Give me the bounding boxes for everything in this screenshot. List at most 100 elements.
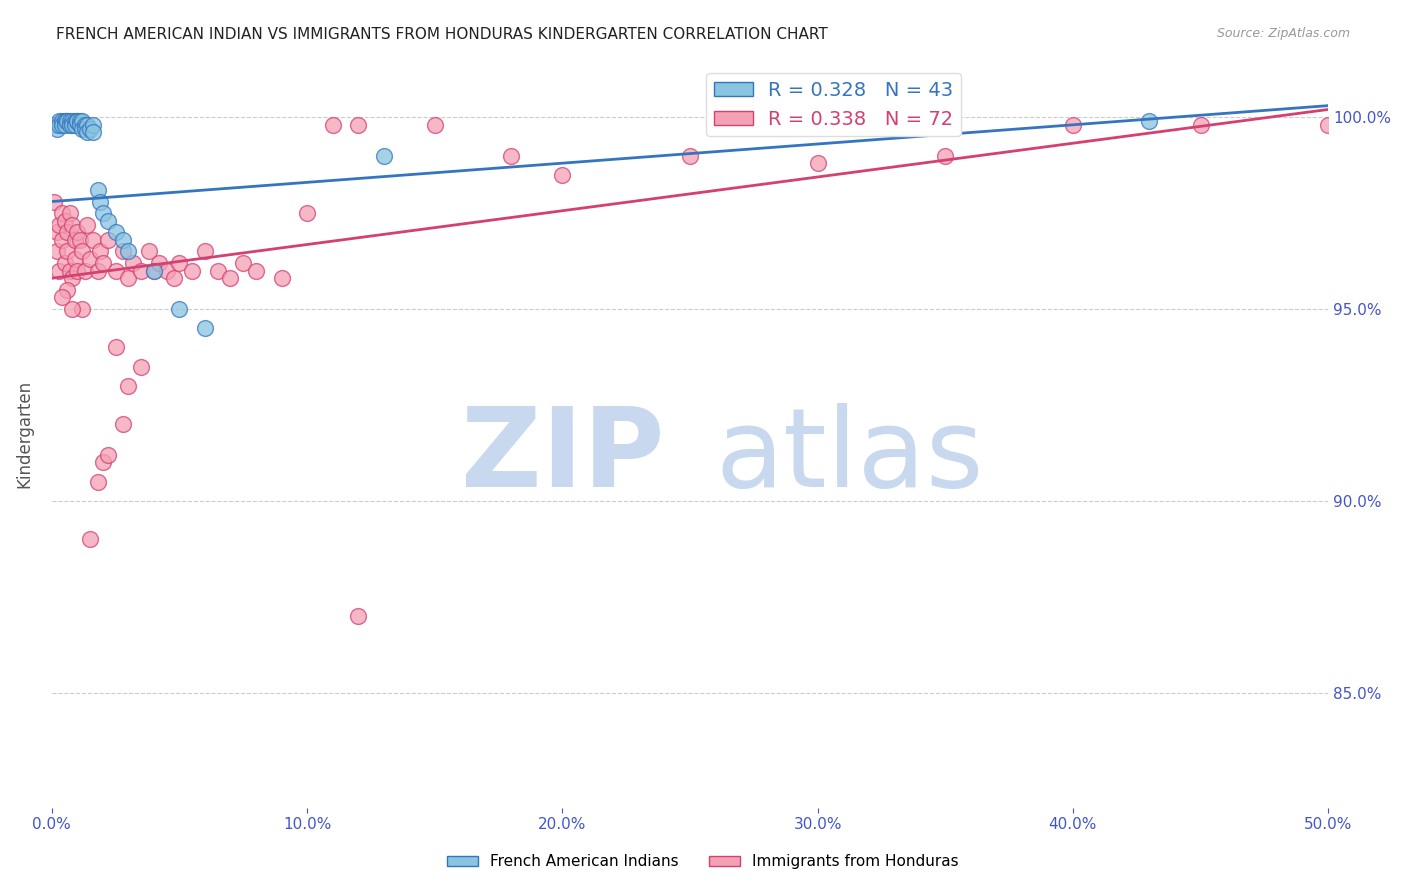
Point (59, 263, 82, 277)
Point (1062, 118, 1084, 132)
Point (1317, 118, 1340, 132)
Point (142, 263, 165, 277)
Point (679, 148, 702, 162)
Text: ZIP: ZIP (461, 402, 665, 509)
Point (79, 532, 101, 546)
Point (82, 233, 104, 247)
Point (56, 225, 79, 239)
Point (53, 118, 76, 132)
Point (207, 263, 229, 277)
Point (194, 321, 217, 335)
Point (48, 114, 70, 128)
Point (1139, 114, 1161, 128)
Point (44, 194, 66, 209)
Point (53, 114, 76, 128)
Point (60, 218, 83, 232)
Point (45, 225, 67, 239)
Point (63, 233, 86, 247)
Point (51, 206, 73, 220)
Point (91, 256, 114, 270)
Point (129, 263, 152, 277)
Point (59, 118, 82, 132)
Point (156, 263, 179, 277)
Point (72, 301, 94, 316)
Point (73, 118, 96, 132)
Point (169, 256, 191, 270)
Point (117, 378, 139, 392)
Point (82, 118, 104, 132)
Point (66, 225, 89, 239)
Point (56, 114, 79, 128)
Point (79, 121, 101, 136)
Text: Source: ZipAtlas.com: Source: ZipAtlas.com (1216, 27, 1350, 40)
Point (148, 256, 170, 270)
Point (59, 206, 82, 220)
Point (79, 252, 101, 266)
Point (66, 114, 89, 128)
Point (73, 263, 96, 277)
Point (48, 218, 70, 232)
Point (129, 359, 152, 374)
Point (51, 114, 73, 128)
Point (44, 118, 66, 132)
Point (72, 114, 94, 128)
Point (142, 263, 165, 277)
Point (86, 183, 108, 197)
Point (934, 148, 956, 162)
Point (347, 608, 370, 623)
Point (219, 271, 242, 285)
Point (63, 114, 86, 128)
Point (53, 256, 76, 270)
Point (322, 118, 344, 132)
Point (551, 168, 574, 182)
Point (53, 114, 76, 128)
Point (423, 118, 446, 132)
Point (63, 118, 86, 132)
Legend: French American Indians, Immigrants from Honduras: French American Indians, Immigrants from… (441, 848, 965, 875)
Point (122, 256, 145, 270)
Point (501, 148, 523, 162)
Point (169, 301, 191, 316)
Point (66, 263, 89, 277)
Point (76, 118, 98, 132)
Point (66, 114, 89, 128)
Point (934, 110, 956, 124)
Point (59, 114, 82, 128)
Point (48, 118, 70, 132)
Point (347, 118, 370, 132)
Point (72, 244, 94, 259)
Point (51, 233, 73, 247)
Point (86, 475, 108, 489)
Point (60, 118, 83, 132)
Point (112, 417, 135, 431)
Point (60, 271, 83, 285)
Point (45, 121, 67, 136)
Point (69, 118, 91, 132)
Point (56, 244, 79, 259)
Point (245, 263, 267, 277)
Point (91, 206, 114, 220)
Point (117, 271, 139, 285)
Point (86, 263, 108, 277)
Point (112, 244, 135, 259)
Point (181, 263, 204, 277)
Point (48, 263, 70, 277)
Point (73, 121, 96, 136)
Point (295, 206, 318, 220)
Y-axis label: Kindergarten: Kindergarten (15, 380, 32, 488)
Point (72, 121, 94, 136)
Point (97, 233, 120, 247)
Point (89, 244, 111, 259)
Text: atlas: atlas (716, 402, 984, 509)
Point (104, 340, 127, 354)
Point (163, 271, 186, 285)
Point (89, 194, 111, 209)
Text: FRENCH AMERICAN INDIAN VS IMMIGRANTS FROM HONDURAS KINDERGARTEN CORRELATION CHAR: FRENCH AMERICAN INDIAN VS IMMIGRANTS FRO… (56, 27, 828, 42)
Point (806, 156, 828, 170)
Point (53, 213, 76, 227)
Point (69, 233, 91, 247)
Point (45, 244, 67, 259)
Point (63, 252, 86, 266)
Point (104, 263, 127, 277)
Point (97, 213, 120, 227)
